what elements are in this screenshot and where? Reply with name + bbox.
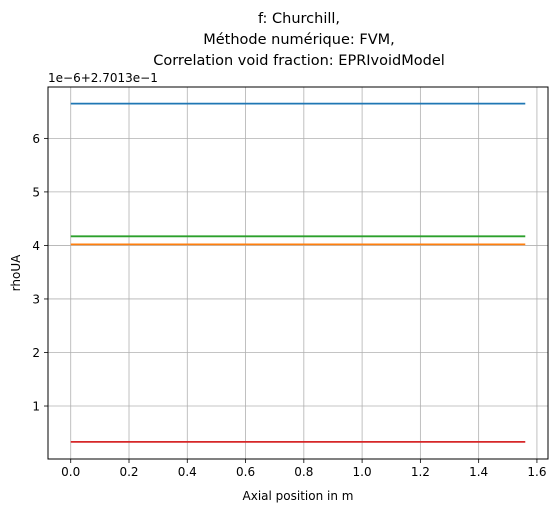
x-tick-label: 0.4 [178, 465, 197, 479]
y-tick-label: 1 [32, 400, 40, 414]
series-layer [70, 102, 526, 443]
y-axis-label: rhoUA [9, 254, 23, 291]
y-axis: 1 2 3 4 5 6 [32, 132, 48, 414]
x-tick-label: 1.2 [411, 465, 430, 479]
x-axis-label: Axial position in m [243, 489, 354, 503]
y-tick-label: 2 [32, 346, 40, 360]
title-line-2: Méthode numérique: FVM, [203, 32, 395, 48]
y-tick-label: 5 [32, 185, 40, 199]
y-tick-label: 4 [32, 239, 40, 253]
title-line-3: Correlation void fraction: EPRIvoidModel [153, 53, 445, 69]
x-tick-label: 0.8 [294, 465, 313, 479]
plot-frame [47, 86, 549, 460]
x-tick-label: 1.6 [527, 465, 546, 479]
y-tick-label: 6 [32, 132, 40, 146]
x-tick-label: 0.2 [119, 465, 138, 479]
x-tick-label: 0.0 [61, 465, 80, 479]
grid [48, 87, 548, 459]
x-tick-label: 0.6 [236, 465, 255, 479]
y-tick-label: 3 [32, 292, 40, 306]
x-tick-label: 1.4 [469, 465, 488, 479]
y-offset-label: 1e−6+2.7013e−1 [48, 71, 158, 85]
chart-title: f: Churchill, Méthode numérique: FVM, Corr… [153, 11, 445, 69]
title-line-1: f: Churchill, [258, 11, 340, 27]
x-axis: 0.0 0.2 0.4 0.6 0.8 1.0 1.2 1.4 1.6 [61, 459, 546, 479]
x-tick-label: 1.0 [353, 465, 372, 479]
